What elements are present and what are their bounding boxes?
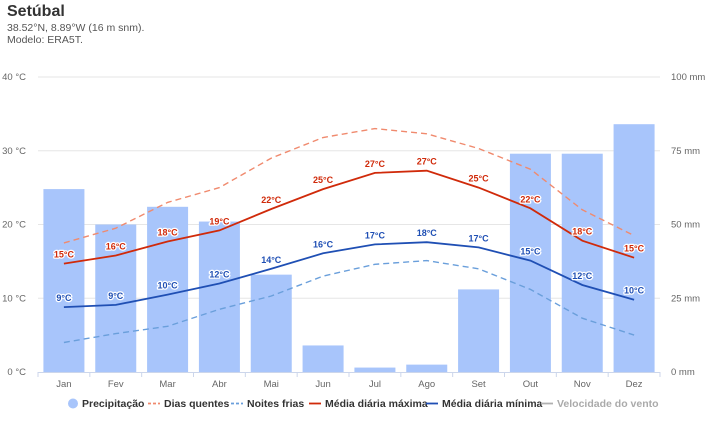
x-tick-label: Mar — [159, 379, 175, 390]
y-right-tick-label: 50 mm — [671, 220, 700, 231]
min-temp-label: 14°C — [261, 255, 282, 265]
data-labels: 15°C 16°C 18°C 19°C 22°C 25°C 27°C 27°C 25°C 22°C… — [53, 155, 646, 304]
min-mean-line — [63, 241, 635, 308]
legend-label: Velocidade do vento — [557, 398, 659, 410]
y-left-tick-label: 0 °C — [7, 367, 26, 378]
min-temp-label: 9°C — [56, 293, 72, 303]
legend-symbol — [68, 398, 78, 409]
y-axis-left: 0 °C 10 °C 20 °C 30 °C 40 °C — [2, 72, 26, 378]
min-temp-label: 16°C — [313, 239, 334, 249]
max-temp-label: 16°C — [106, 241, 127, 251]
x-tick-label: Ago — [418, 379, 435, 390]
y-left-tick-label: 20 °C — [2, 220, 26, 231]
precipitation-bar — [147, 206, 189, 372]
max-temp-label: 22°C — [520, 194, 541, 204]
temperature-lines — [63, 127, 635, 344]
location-coordinates: 38.52°N, 8.89°W (16 m snm). — [7, 22, 145, 34]
precipitation-bar — [43, 189, 85, 372]
min-temp-label: 10°C — [624, 286, 645, 296]
x-tick-label: Mai — [264, 379, 279, 390]
precipitation-bars — [43, 124, 655, 372]
max-temp-label: 25°C — [469, 174, 490, 184]
max-temp-label: 25°C — [313, 175, 334, 185]
x-tick-label: Fev — [108, 379, 124, 390]
max-temp-label: 15°C — [54, 250, 75, 260]
precipitation-bar — [561, 153, 603, 372]
precipitation-bar — [354, 367, 396, 372]
x-tick-label: Dez — [626, 379, 643, 390]
max-temp-label: 27°C — [417, 157, 438, 167]
y-right-tick-label: 0 mm — [671, 367, 695, 378]
y-left-tick-label: 30 °C — [2, 146, 26, 157]
legend-item-min-mean: Média diária mínima — [426, 398, 543, 410]
hot-days-line — [63, 127, 635, 244]
min-temp-label: 15°C — [520, 247, 541, 257]
cold-nights-line — [63, 259, 635, 344]
x-tick-label: Jan — [56, 379, 71, 390]
legend-label: Dias quentes — [164, 398, 230, 410]
legend-item-cold-nights: Noites frias — [231, 398, 304, 410]
max-temp-label: 22°C — [261, 195, 282, 205]
legend-item-precipitation: Precipitação — [68, 398, 144, 410]
min-temp-label: 12°C — [572, 271, 593, 281]
max-temp-label: 18°C — [572, 227, 593, 237]
x-tick-label: Jul — [369, 379, 381, 390]
precipitation-bar — [406, 364, 448, 372]
min-temp-label: 18°C — [417, 228, 438, 238]
max-temp-label: 27°C — [365, 159, 386, 169]
model-label: Modelo: ERA5T. — [7, 34, 83, 46]
precipitation-bar — [302, 345, 344, 372]
precipitation-bar — [198, 221, 240, 372]
min-temp-label: 17°C — [365, 230, 386, 240]
max-temp-label: 18°C — [158, 227, 179, 237]
max-temp-label: 15°C — [624, 244, 645, 254]
x-tick-label: Abr — [212, 379, 227, 390]
y-right-tick-label: 100 mm — [671, 72, 705, 83]
min-temp-label: 9°C — [108, 291, 124, 301]
legend-item-max-mean: Média diária máxima — [309, 398, 428, 410]
min-temp-label: 12°C — [209, 270, 230, 280]
y-right-tick-label: 75 mm — [671, 146, 700, 157]
precipitation-bar — [458, 289, 500, 372]
legend-label: Precipitação — [82, 398, 144, 410]
x-tick-label: Nov — [574, 379, 591, 390]
x-tick-label: Set — [471, 379, 486, 390]
x-tick-label: Jun — [315, 379, 330, 390]
x-axis: Jan Fev Mar Abr Mai Jun Jul Ago Set Out Nov Dez — [37, 372, 661, 390]
min-temp-label: 10°C — [158, 281, 179, 291]
legend-item-wind: Velocidade do vento — [541, 398, 659, 410]
y-left-tick-label: 40 °C — [2, 72, 26, 83]
precipitation-bar — [509, 153, 551, 372]
min-temp-label: 17°C — [469, 233, 490, 243]
y-axis-right: 0 mm 25 mm 50 mm 75 mm 100 mm — [671, 72, 705, 378]
max-mean-line — [63, 169, 635, 265]
y-left-tick-label: 10 °C — [2, 293, 26, 304]
legend-label: Média diária mínima — [442, 398, 543, 410]
legend-label: Média diária máxima — [325, 398, 428, 410]
legend-item-hot-days: Dias quentes — [148, 398, 230, 410]
chart-title: Setúbal — [7, 3, 65, 20]
max-temp-label: 19°C — [209, 216, 230, 226]
y-right-tick-label: 25 mm — [671, 293, 700, 304]
precipitation-bar — [95, 224, 137, 372]
legend-label: Noites frias — [247, 398, 304, 410]
precipitation-bar — [250, 274, 292, 372]
legend: Precipitação Dias quentes Noites frias Médi… — [68, 398, 659, 410]
x-tick-label: Out — [523, 379, 539, 390]
